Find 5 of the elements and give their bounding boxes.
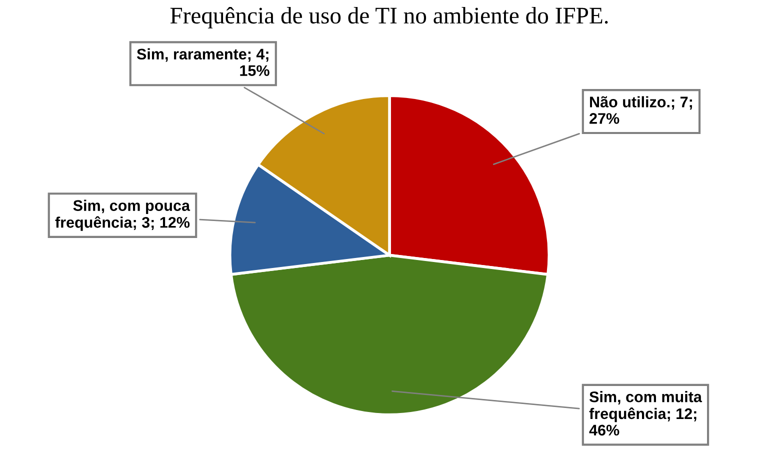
slice-label: Não utilizo.; 7; 27%: [590, 96, 692, 124]
slice-label: Sim, raramente; 4; 15%: [136, 48, 270, 76]
slice-label: Sim, com muita frequência; 12; 46%: [589, 391, 702, 436]
chart-title: Frequência de uso de TI no ambiente do IFPE.: [170, 6, 608, 28]
slice-label: Sim, com pouca frequência; 3; 12%: [55, 200, 190, 231]
